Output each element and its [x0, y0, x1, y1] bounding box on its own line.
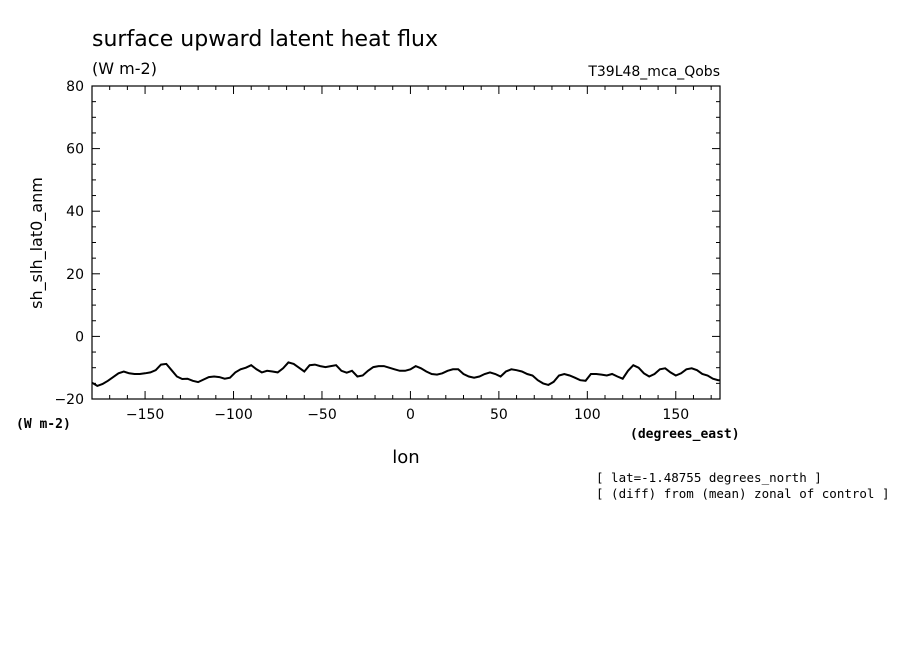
x-tick-label: 150	[662, 407, 689, 423]
x-axis-label: lon	[392, 447, 419, 468]
y-tick-label: 20	[66, 267, 84, 283]
x-tick-label: −150	[126, 407, 164, 423]
run-label: T39L48_mca_Qobs	[587, 64, 720, 80]
title-units: (W m-2)	[92, 59, 157, 78]
chart-title: surface upward latent heat flux	[92, 27, 438, 52]
x-tick-label: −100	[214, 407, 252, 423]
y-tick-label: 60	[66, 142, 84, 158]
series-line	[91, 361, 720, 388]
x-tick-label: 0	[406, 407, 415, 423]
x-axis-units: (degrees_east)	[630, 427, 740, 442]
y-tick-label: 40	[66, 204, 84, 220]
x-axis-ticks	[91, 86, 712, 399]
y-axis-ticks	[92, 85, 720, 400]
diff-note: [ (diff) from (mean) zonal of control ]	[596, 486, 890, 501]
y-axis-tick-labels: −20 0 20 40 60 80	[54, 79, 84, 408]
x-tick-label: 50	[490, 407, 508, 423]
y-axis-label: sh_slh_lat0_anm	[27, 177, 47, 309]
x-axis-tick-labels: −150 −100 −50 0 50 100 150	[126, 407, 689, 423]
y-tick-label: 0	[75, 329, 84, 345]
x-tick-label: −50	[307, 407, 337, 423]
y-axis-units: (W m-2)	[16, 417, 71, 432]
plot-frame	[91, 85, 721, 400]
latitude-note: [ lat=-1.48755 degrees_north ]	[596, 470, 822, 485]
x-tick-label: 100	[574, 407, 601, 423]
y-tick-label: 80	[66, 79, 84, 95]
y-tick-label: −20	[54, 392, 84, 408]
